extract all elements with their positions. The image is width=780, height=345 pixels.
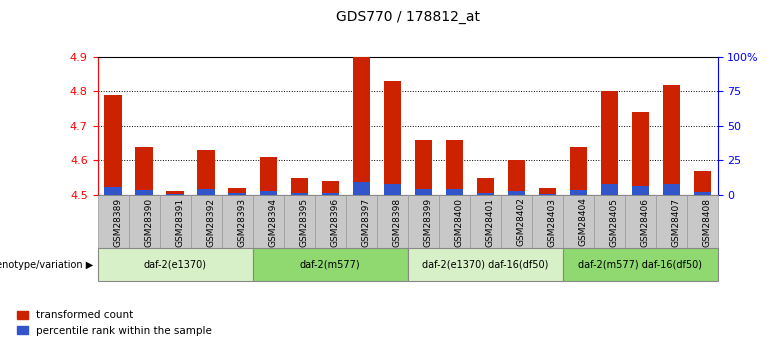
- Text: GSM28392: GSM28392: [206, 198, 215, 247]
- Bar: [190, 195, 222, 248]
- Text: GSM28400: GSM28400: [454, 198, 463, 247]
- Bar: [686, 195, 718, 248]
- Bar: [508, 160, 525, 195]
- Bar: [662, 85, 679, 195]
- Bar: [569, 147, 587, 195]
- Bar: [562, 195, 594, 248]
- Bar: [321, 193, 339, 195]
- Text: GSM28403: GSM28403: [547, 198, 556, 247]
- Text: daf-2(m577): daf-2(m577): [300, 260, 360, 270]
- Text: GDS770 / 178812_at: GDS770 / 178812_at: [335, 10, 480, 24]
- Bar: [569, 190, 587, 195]
- Bar: [136, 190, 153, 195]
- Text: GSM28401: GSM28401: [485, 198, 494, 247]
- Bar: [538, 188, 555, 195]
- Bar: [260, 191, 277, 195]
- Text: GSM28396: GSM28396: [330, 198, 339, 247]
- Bar: [594, 195, 625, 248]
- Bar: [290, 193, 307, 195]
- Bar: [477, 178, 494, 195]
- Text: GSM28399: GSM28399: [423, 198, 432, 247]
- Text: GSM28394: GSM28394: [268, 198, 277, 247]
- Bar: [438, 195, 470, 248]
- Bar: [632, 112, 649, 195]
- Bar: [384, 81, 401, 195]
- Text: GSM28391: GSM28391: [175, 198, 184, 247]
- Bar: [601, 185, 618, 195]
- Bar: [290, 178, 307, 195]
- Bar: [353, 182, 370, 195]
- Bar: [414, 189, 431, 195]
- Bar: [260, 157, 277, 195]
- Bar: [105, 95, 122, 195]
- Bar: [98, 248, 253, 281]
- Bar: [470, 195, 501, 248]
- Bar: [346, 195, 377, 248]
- Bar: [625, 195, 655, 248]
- Bar: [407, 248, 562, 281]
- Bar: [501, 195, 532, 248]
- Text: GSM28398: GSM28398: [392, 198, 401, 247]
- Bar: [508, 191, 525, 195]
- Bar: [445, 189, 463, 195]
- Text: GSM28393: GSM28393: [237, 198, 246, 247]
- Bar: [253, 248, 407, 281]
- Bar: [229, 188, 246, 195]
- Text: GSM28406: GSM28406: [640, 198, 649, 247]
- Bar: [105, 187, 122, 195]
- Text: genotype/variation ▶: genotype/variation ▶: [0, 260, 94, 270]
- Text: GSM28407: GSM28407: [671, 198, 680, 247]
- Bar: [98, 195, 129, 248]
- Text: GSM28405: GSM28405: [609, 198, 618, 247]
- Text: GSM28404: GSM28404: [578, 198, 587, 246]
- Bar: [129, 195, 159, 248]
- Bar: [601, 91, 618, 195]
- Bar: [314, 195, 346, 248]
- Text: GSM28402: GSM28402: [516, 198, 525, 246]
- Bar: [477, 193, 494, 195]
- Bar: [532, 195, 562, 248]
- Bar: [197, 189, 215, 195]
- Text: GSM28397: GSM28397: [361, 198, 370, 247]
- Text: GSM28390: GSM28390: [144, 198, 153, 247]
- Bar: [538, 194, 555, 195]
- Bar: [377, 195, 407, 248]
- Bar: [222, 195, 253, 248]
- Bar: [693, 171, 711, 195]
- Bar: [136, 147, 153, 195]
- Text: GSM28395: GSM28395: [299, 198, 308, 247]
- Bar: [384, 184, 401, 195]
- Text: daf-2(e1370) daf-16(df50): daf-2(e1370) daf-16(df50): [422, 260, 548, 270]
- Bar: [662, 184, 679, 195]
- Bar: [562, 248, 718, 281]
- Bar: [632, 186, 649, 195]
- Text: daf-2(m577) daf-16(df50): daf-2(m577) daf-16(df50): [578, 260, 702, 270]
- Bar: [253, 195, 284, 248]
- Bar: [229, 193, 246, 195]
- Bar: [693, 193, 711, 195]
- Bar: [445, 140, 463, 195]
- Bar: [407, 195, 438, 248]
- Bar: [159, 195, 190, 248]
- Text: GSM28389: GSM28389: [113, 198, 122, 247]
- Bar: [166, 194, 183, 195]
- Bar: [197, 150, 215, 195]
- Bar: [284, 195, 314, 248]
- Bar: [656, 195, 686, 248]
- Bar: [414, 140, 431, 195]
- Bar: [166, 191, 183, 195]
- Legend: transformed count, percentile rank within the sample: transformed count, percentile rank withi…: [13, 306, 216, 340]
- Text: GSM28408: GSM28408: [702, 198, 711, 247]
- Bar: [321, 181, 339, 195]
- Bar: [353, 57, 370, 195]
- Text: daf-2(e1370): daf-2(e1370): [144, 260, 207, 270]
